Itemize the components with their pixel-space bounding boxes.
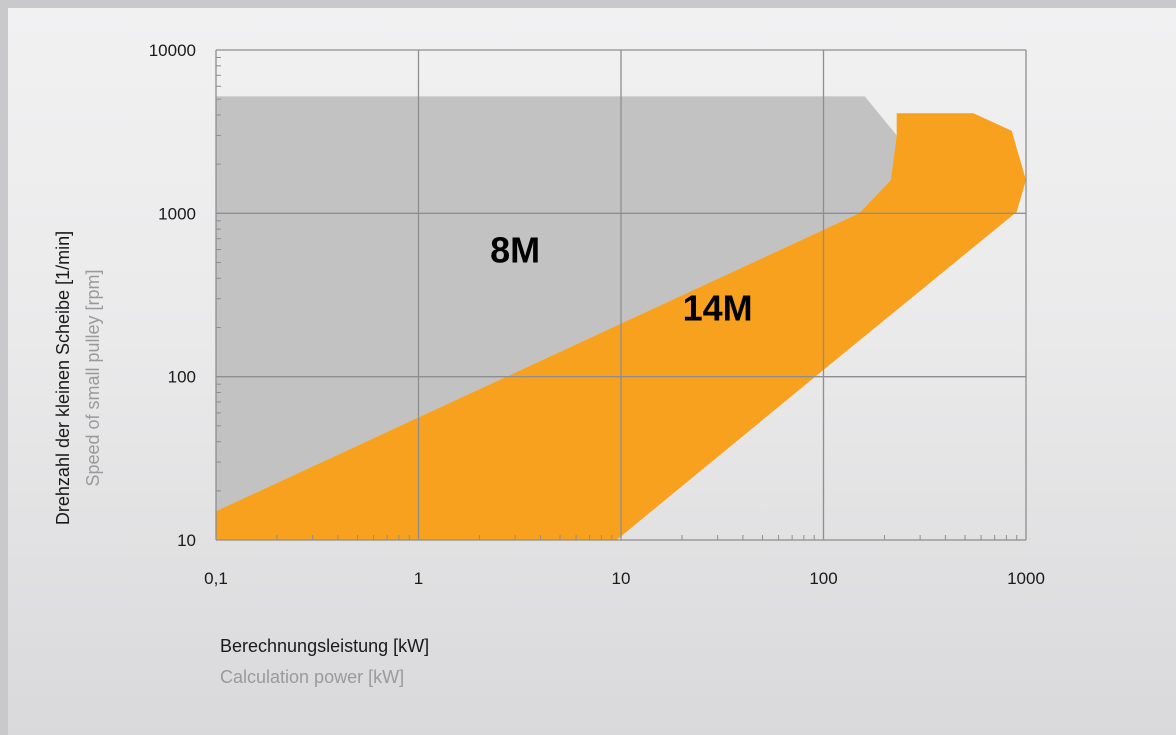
region-labels: 8M 14M <box>490 230 753 329</box>
y-axis-label: Drehzahl der kleinen Scheibe [1/min] <box>53 231 73 525</box>
region-label-14m: 14M <box>683 288 753 329</box>
x-tick-label: 100 <box>809 569 837 588</box>
chart-minor-ticks <box>216 56 1018 540</box>
y-tick-label: 10 <box>177 531 196 550</box>
x-tick-label: 1000 <box>1007 569 1045 588</box>
x-axis-label-secondary: Calculation power [kW] <box>220 667 405 687</box>
x-axis-label: Berechnungsleistung [kW] <box>220 636 430 656</box>
x-tick-label: 10 <box>612 569 631 588</box>
region-8m <box>216 96 897 541</box>
y-tick-label: 100 <box>168 368 196 387</box>
x-tick-labels: 0,1 1 10 100 1000 <box>204 569 1045 588</box>
y-axis-label-secondary: Speed of small pulley [rpm] <box>83 269 103 486</box>
x-tick-label: 0,1 <box>204 569 228 588</box>
x-tick-label: 1 <box>414 569 423 588</box>
region-label-8m: 8M <box>490 230 540 271</box>
y-tick-label: 10000 <box>149 41 196 60</box>
y-tick-labels: 10 100 1000 10000 <box>149 41 196 550</box>
chart-grid <box>215 49 1027 541</box>
y-tick-label: 1000 <box>158 204 196 223</box>
